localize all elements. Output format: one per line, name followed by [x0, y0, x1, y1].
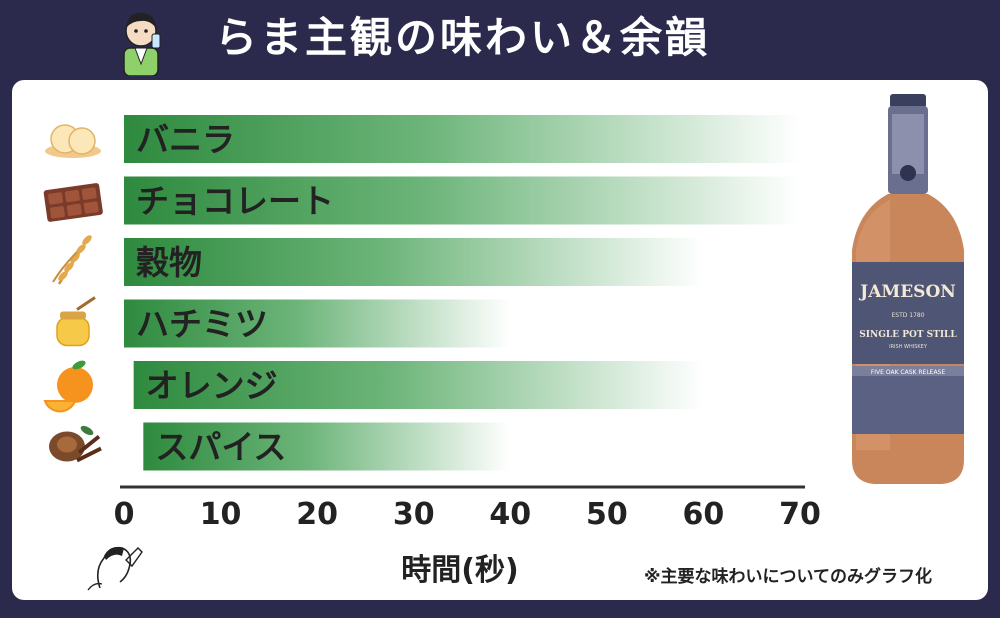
x-tick-label-7: 70	[779, 497, 821, 532]
bar-3	[124, 299, 511, 348]
x-tick-label-5: 50	[586, 497, 628, 532]
chocolate-icon	[43, 183, 103, 222]
page-title: らま主観の味わい＆余韻	[215, 13, 711, 62]
wheat-icon	[52, 235, 92, 285]
jameson-bottle-image: JAMESON ESTD 1780 SINGLE POT STILL IRISH…	[852, 94, 964, 484]
bottle-estd: ESTD 1780	[891, 312, 924, 319]
bar-label-2: 穀物	[136, 243, 202, 282]
bar-2	[124, 238, 704, 286]
avatar-top-icon	[123, 12, 161, 76]
x-tick-label-6: 60	[683, 497, 725, 532]
bottle-line: SINGLE POT STILL	[859, 330, 957, 340]
drinking-avatar-icon	[87, 546, 143, 591]
x-axis-label: 時間(秒)	[401, 553, 519, 588]
vanilla-icecream-icon	[45, 124, 101, 158]
bar-label-0: バニラ	[136, 120, 235, 159]
orange-icon	[43, 360, 93, 413]
x-tick-labels: 0 10 20 30 40 50 60 70	[114, 497, 821, 532]
bar-0	[124, 115, 800, 163]
bar-5	[143, 422, 511, 471]
bar-label-4: オレンジ	[146, 366, 278, 405]
bar-4	[133, 361, 704, 409]
bottle-band: FIVE OAK CASK RELEASE	[871, 369, 946, 376]
x-tick-label-4: 40	[489, 497, 531, 532]
bottle-sub: IRISH WHISKEY	[889, 344, 928, 350]
x-tick-label-2: 20	[296, 497, 338, 532]
category-icons	[43, 124, 103, 463]
nutmeg-clove-icon	[49, 425, 102, 463]
x-tick-label-3: 30	[393, 497, 435, 532]
x-tick-label-0: 0	[114, 497, 135, 532]
header: らま主観の味わい＆余韻	[0, 0, 1000, 78]
footnote: ※主要な味わいについてのみグラフ化	[643, 567, 933, 587]
bar-label-5: スパイス	[155, 428, 286, 467]
bar-1	[124, 176, 800, 225]
honey-jar-icon	[56, 296, 96, 347]
bar-label-1: チョコレート	[136, 182, 334, 221]
bar-label-3: ハチミツ	[136, 305, 268, 344]
x-tick-label-1: 10	[200, 497, 242, 532]
bottle-brand: JAMESON	[858, 282, 956, 302]
